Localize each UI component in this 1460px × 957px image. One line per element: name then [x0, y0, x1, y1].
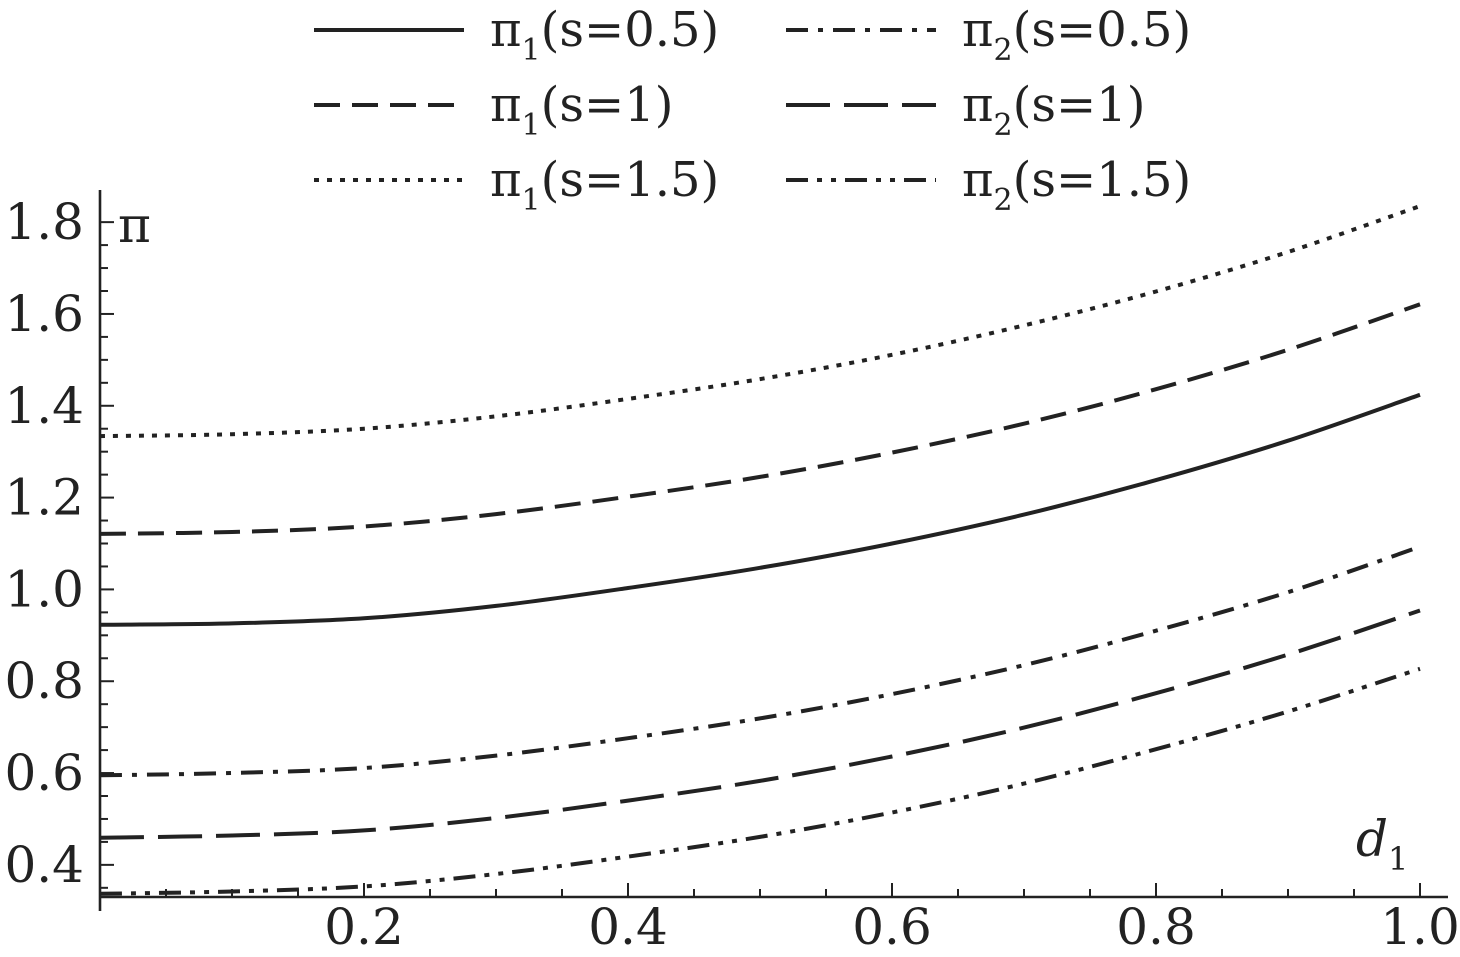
y-tick-labels: 0.4 0.6 0.8 1.0 1.2 1.4 1.6 1.8: [4, 193, 84, 894]
legend-label: π1(s=0.5): [490, 2, 719, 68]
y-tick-label: 0.4: [4, 836, 84, 894]
legend: π1(s=0.5) π1(s=1) π1(s=1.5) π2(s=0.5) π2(s=1…: [314, 2, 1191, 218]
x-axis-label-subscript: 1: [1388, 840, 1408, 878]
series-line-3: [99, 204, 1421, 439]
x-tick-labels: 0.2 0.4 0.6 0.8 1.0: [324, 898, 1460, 956]
x-axis-label-main: d: [1356, 810, 1388, 868]
series-line-4: [99, 544, 1421, 778]
series-lines: [99, 204, 1421, 896]
y-tick-label: 0.6: [4, 744, 84, 802]
x-tick-label: 0.2: [324, 898, 404, 956]
series-line-2: [99, 302, 1421, 536]
y-tick-label: 1.0: [4, 560, 84, 618]
x-tick-label: 0.4: [588, 898, 668, 956]
x-tick-label: 0.6: [852, 898, 932, 956]
y-axis-label: π: [118, 196, 151, 254]
x-tick-label: 1.0: [1380, 898, 1460, 956]
series-line-1: [99, 392, 1421, 627]
x-tick-label: 0.8: [1116, 898, 1196, 956]
x-minor-ticks: [165, 883, 1421, 897]
legend-label: π2(s=1.5): [962, 152, 1191, 218]
series-line-6: [99, 666, 1421, 896]
y-minor-ticks: [100, 221, 114, 889]
legend-label: π2(s=0.5): [962, 2, 1191, 68]
legend-label: π1(s=1): [490, 77, 673, 143]
series-line-5: [99, 608, 1421, 840]
y-tick-label: 1.4: [4, 377, 84, 435]
axes: 0.4 0.6 0.8 1.0 1.2 1.4 1.6 1.8 0.2 0.4 0.6 0.8 1.0: [4, 190, 1460, 956]
x-axis-label: d1: [1356, 810, 1408, 878]
legend-label: π1(s=1.5): [490, 152, 719, 218]
y-tick-label: 0.8: [4, 652, 84, 710]
legend-label: π2(s=1): [962, 77, 1145, 143]
y-tick-label: 1.6: [4, 285, 84, 343]
y-tick-label: 1.2: [4, 469, 84, 527]
y-tick-label: 1.8: [4, 193, 84, 251]
